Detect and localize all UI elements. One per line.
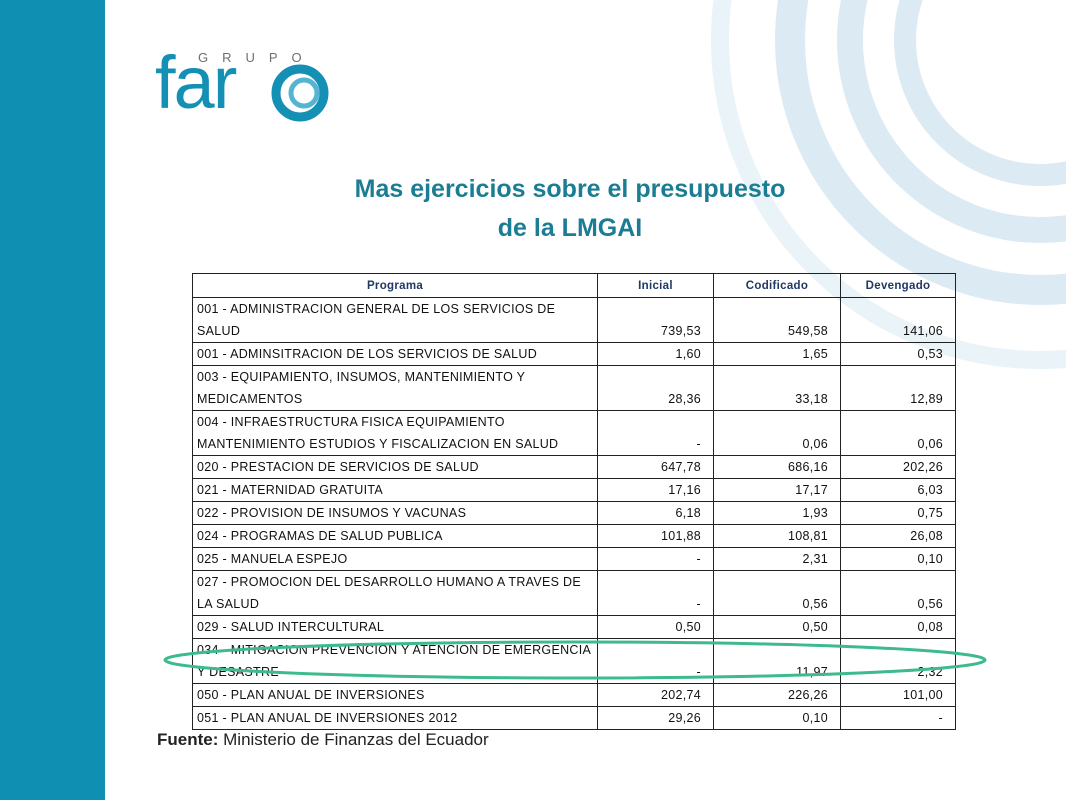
value-cell: 647,78: [597, 455, 714, 479]
source: Fuente: Ministerio de Finanzas del Ecuad…: [157, 730, 489, 750]
column-header: Codificado: [713, 273, 841, 298]
program-cell: 021 - MATERNIDAD GRATUITA: [192, 478, 598, 502]
value-cell: 101,88: [597, 524, 714, 548]
value-cell: 686,16: [713, 455, 841, 479]
program-cell: 001 - ADMINISTRACION GENERAL DE LOS SERV…: [192, 297, 598, 343]
value-cell: 0,53: [840, 342, 956, 366]
logo-word: far: [155, 41, 237, 124]
value-cell: 12,89: [840, 365, 956, 411]
table-row: 001 - ADMINSITRACION DE LOS SERVICIOS DE…: [192, 342, 956, 366]
program-cell: 025 - MANUELA ESPEJO: [192, 547, 598, 571]
column-header: Programa: [192, 273, 598, 298]
value-cell: 739,53: [597, 297, 714, 343]
value-cell: 33,18: [713, 365, 841, 411]
budget-table: Programa Inicial Codificado Devengado 001 -…: [192, 273, 956, 730]
value-cell: 0,10: [840, 547, 956, 571]
program-cell: 020 - PRESTACION DE SERVICIOS DE SALUD: [192, 455, 598, 479]
value-cell: 2,31: [713, 547, 841, 571]
value-cell: -: [840, 706, 956, 730]
value-cell: 1,60: [597, 342, 714, 366]
value-cell: 226,26: [713, 683, 841, 707]
value-cell: 1,93: [713, 501, 841, 525]
title-line: Mas ejercicios sobre el presupuesto: [354, 175, 786, 203]
table-row: 020 - PRESTACION DE SERVICIOS DE SALUD 64…: [192, 455, 956, 479]
column-header: Inicial: [597, 273, 714, 298]
value-cell: 26,08: [840, 524, 956, 548]
value-cell: -: [597, 570, 714, 616]
value-cell: 6,18: [597, 501, 714, 525]
value-cell: 141,06: [840, 297, 956, 343]
program-cell: 001 - ADMINSITRACION DE LOS SERVICIOS DE…: [192, 342, 598, 366]
value-cell: 0,06: [713, 410, 841, 456]
value-cell: 17,17: [713, 478, 841, 502]
program-cell: 024 - PROGRAMAS DE SALUD PUBLICA: [192, 524, 598, 548]
program-cell: 003 - EQUIPAMIENTO, INSUMOS, MANTENIMIEN…: [192, 365, 598, 411]
table-row: 022 - PROVISION DE INSUMOS Y VACUNAS 6,18…: [192, 501, 956, 525]
value-cell: 2,32: [840, 638, 956, 684]
column-header: Devengado: [840, 273, 956, 298]
source-label: Fuente:: [157, 730, 219, 749]
side-bar: [0, 0, 105, 800]
logo-swirl: [271, 64, 329, 122]
value-cell: 17,16: [597, 478, 714, 502]
table-row: 050 - PLAN ANUAL DE INVERSIONES 202,74 226…: [192, 683, 956, 707]
program-cell: 050 - PLAN ANUAL DE INVERSIONES: [192, 683, 598, 707]
value-cell: 0,08: [840, 615, 956, 639]
value-cell: 0,56: [840, 570, 956, 616]
table-row: 001 - ADMINISTRACION GENERAL DE LOS SERV…: [192, 297, 956, 343]
program-cell: 004 - INFRAESTRUCTURA FISICA EQUIPAMIENT…: [192, 410, 598, 456]
program-cell: 051 - PLAN ANUAL DE INVERSIONES 2012: [192, 706, 598, 730]
program-cell: 022 - PROVISION DE INSUMOS Y VACUNAS: [192, 501, 598, 525]
table-row: 024 - PROGRAMAS DE SALUD PUBLICA 101,88 10…: [192, 524, 956, 548]
value-cell: 28,36: [597, 365, 714, 411]
table-row: 021 - MATERNIDAD GRATUITA 17,16 17,17 6,03: [192, 478, 956, 502]
value-cell: 101,00: [840, 683, 956, 707]
value-cell: 0,06: [840, 410, 956, 456]
table-row: 025 - MANUELA ESPEJO -2,31 0,10: [192, 547, 956, 571]
value-cell: 29,26: [597, 706, 714, 730]
table-row: 003 - EQUIPAMIENTO, INSUMOS, MANTENIMIEN…: [192, 365, 956, 411]
table-row: 051 - PLAN ANUAL DE INVERSIONES 2012 29,2…: [192, 706, 956, 730]
value-cell: 0,75: [840, 501, 956, 525]
value-cell: 0,50: [713, 615, 841, 639]
value-cell: 202,74: [597, 683, 714, 707]
header-row: Programa Inicial Codificado Devengado: [192, 273, 956, 298]
value-cell: 1,65: [713, 342, 841, 366]
value-cell: 202,26: [840, 455, 956, 479]
source-text: Ministerio de Finanzas del Ecuador: [223, 730, 489, 749]
table-row: 029 - SALUD INTERCULTURAL 0,50 0,50 0,08: [192, 615, 956, 639]
title-line: de la LMGAI: [497, 214, 643, 242]
program-cell: 034 - MITIGACION PREVENCION Y ATENCION D…: [192, 638, 598, 684]
value-cell: -: [597, 410, 714, 456]
value-cell: 0,10: [713, 706, 841, 730]
table-row: 034 - MITIGACION PREVENCION Y ATENCION D…: [192, 638, 956, 684]
value-cell: 108,81: [713, 524, 841, 548]
value-cell: -: [597, 638, 714, 684]
value-cell: 11,97: [713, 638, 841, 684]
program-cell: 029 - SALUD INTERCULTURAL: [192, 615, 598, 639]
value-cell: 0,56: [713, 570, 841, 616]
logo-top: GRUPO: [198, 50, 316, 65]
value-cell: 6,03: [840, 478, 956, 502]
value-cell: -: [597, 547, 714, 571]
table-row: 027 - PROMOCION DEL DESARROLLO HUMANO A …: [192, 570, 956, 616]
value-cell: 549,58: [713, 297, 841, 343]
table-row: 004 - INFRAESTRUCTURA FISICA EQUIPAMIENT…: [192, 410, 956, 456]
program-cell: 027 - PROMOCION DEL DESARROLLO HUMANO A …: [192, 570, 598, 616]
value-cell: 0,50: [597, 615, 714, 639]
